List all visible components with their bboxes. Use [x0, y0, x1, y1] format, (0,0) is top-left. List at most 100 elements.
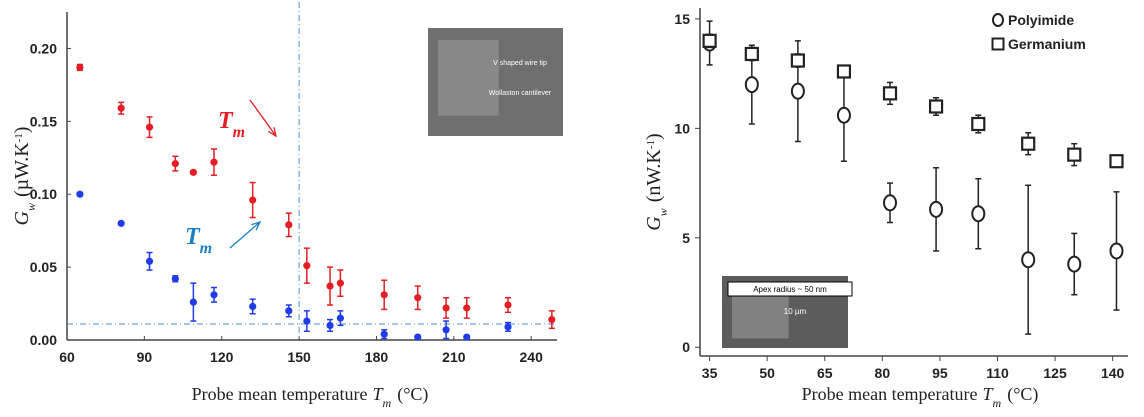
label-part: T — [983, 384, 995, 404]
label-part: m — [200, 240, 212, 257]
data-point — [883, 194, 898, 212]
annotation-arrowhead — [267, 127, 277, 138]
label-part: w — [656, 208, 670, 216]
label-part: m — [383, 396, 392, 410]
data-point — [744, 46, 759, 62]
x-tick-label: 35 — [702, 365, 718, 381]
data-point — [189, 168, 197, 176]
inset-label: Apex radius ~ 50 nm — [753, 285, 827, 294]
x-axis-label: Probe mean temperature Tm (°C) — [192, 384, 429, 410]
inset-shade — [438, 40, 499, 116]
legend-marker — [992, 13, 1004, 27]
label-part: -1 — [645, 140, 657, 149]
annotation: Tm — [185, 224, 212, 257]
x-tick-label: 50 — [759, 365, 775, 381]
label-part: m — [233, 124, 245, 141]
data-point — [1109, 154, 1124, 169]
data-point — [171, 275, 179, 283]
y-axis-label: Gw (µW.K-1) — [11, 127, 38, 226]
label-part: Probe mean temperature — [192, 384, 368, 404]
label-part: w — [24, 203, 38, 211]
data-point — [1021, 251, 1036, 269]
x-tick-label: 140 — [1101, 365, 1125, 381]
annotation-arrow — [249, 99, 277, 137]
data-point — [249, 302, 257, 311]
y-axis-label: Gw (nW.K-1) — [643, 133, 670, 230]
data-point — [285, 307, 293, 315]
label-part: ) — [643, 133, 665, 140]
label-part: (µW.K — [11, 142, 33, 197]
data-point — [326, 282, 334, 290]
label-part: G — [11, 210, 33, 225]
inset-label: Wollaston cantilever — [489, 90, 552, 97]
data-point — [928, 99, 944, 114]
data-point — [303, 262, 311, 270]
data-point — [882, 86, 898, 101]
legend-label: Germanium — [1008, 36, 1086, 52]
data-point — [548, 315, 556, 324]
label-part: (°C) — [1007, 384, 1038, 405]
data-point — [1067, 255, 1082, 273]
annotation-arrowhead — [251, 220, 262, 231]
data-point — [463, 333, 471, 341]
annotation: Tm — [218, 108, 245, 141]
y-tick-label: 15 — [674, 11, 690, 27]
data-point — [189, 298, 197, 306]
y-tick-label: 0 — [682, 339, 690, 355]
y-tick-label: 10 — [674, 120, 690, 136]
x-axis-label: Probe mean temperature Tm (°C) — [802, 384, 1039, 410]
data-point — [442, 326, 450, 334]
label-part: m — [993, 396, 1002, 410]
data-point — [414, 333, 422, 341]
label-part: T — [185, 224, 201, 250]
data-point — [442, 304, 450, 312]
data-point — [504, 301, 512, 309]
data-point — [76, 190, 84, 198]
label-part: Probe mean temperature — [802, 384, 978, 404]
data-point — [210, 158, 218, 166]
data-point — [326, 321, 334, 330]
x-tick-label: 210 — [442, 349, 466, 365]
data-point — [303, 317, 311, 325]
label-part: T — [373, 384, 385, 404]
inset-label: V shaped wire tip — [493, 60, 547, 67]
data-point — [210, 291, 218, 299]
y-tick-label: 0.00 — [30, 332, 57, 348]
data-point — [380, 291, 388, 299]
x-tick-label: 80 — [875, 365, 891, 381]
data-point — [702, 33, 717, 48]
data-point — [117, 219, 125, 227]
inset-label: 10 µm — [784, 307, 807, 316]
x-tick-label: 90 — [137, 349, 153, 365]
data-point — [790, 82, 805, 100]
data-point — [414, 294, 422, 302]
label-part: ) — [11, 127, 33, 134]
y-tick-label: 5 — [682, 230, 690, 246]
data-point — [463, 304, 471, 312]
x-tick-label: 120 — [210, 349, 234, 365]
label-part: (nW.K — [643, 149, 665, 203]
label-part: T — [218, 108, 234, 134]
label-part: -1 — [13, 133, 25, 142]
data-point — [171, 160, 179, 168]
data-point — [929, 200, 944, 218]
data-point — [1021, 136, 1036, 151]
x-tick-label: 60 — [59, 349, 75, 365]
data-point — [836, 64, 852, 79]
legend-marker — [991, 37, 1005, 51]
data-point — [971, 116, 986, 132]
legend-label: Polyimide — [1008, 12, 1074, 28]
y-tick-label: 0.15 — [30, 113, 57, 129]
data-point — [145, 257, 154, 265]
data-point — [76, 63, 84, 71]
inset-label-box — [727, 281, 853, 297]
data-point — [1067, 147, 1082, 162]
y-tick-label: 0.05 — [30, 259, 57, 275]
x-tick-label: 240 — [520, 349, 544, 365]
x-tick-label: 150 — [287, 349, 311, 365]
label-part: (°C) — [397, 384, 428, 405]
y-tick-label: 0.10 — [30, 186, 57, 202]
data-point — [1109, 242, 1124, 260]
data-point — [744, 76, 759, 94]
